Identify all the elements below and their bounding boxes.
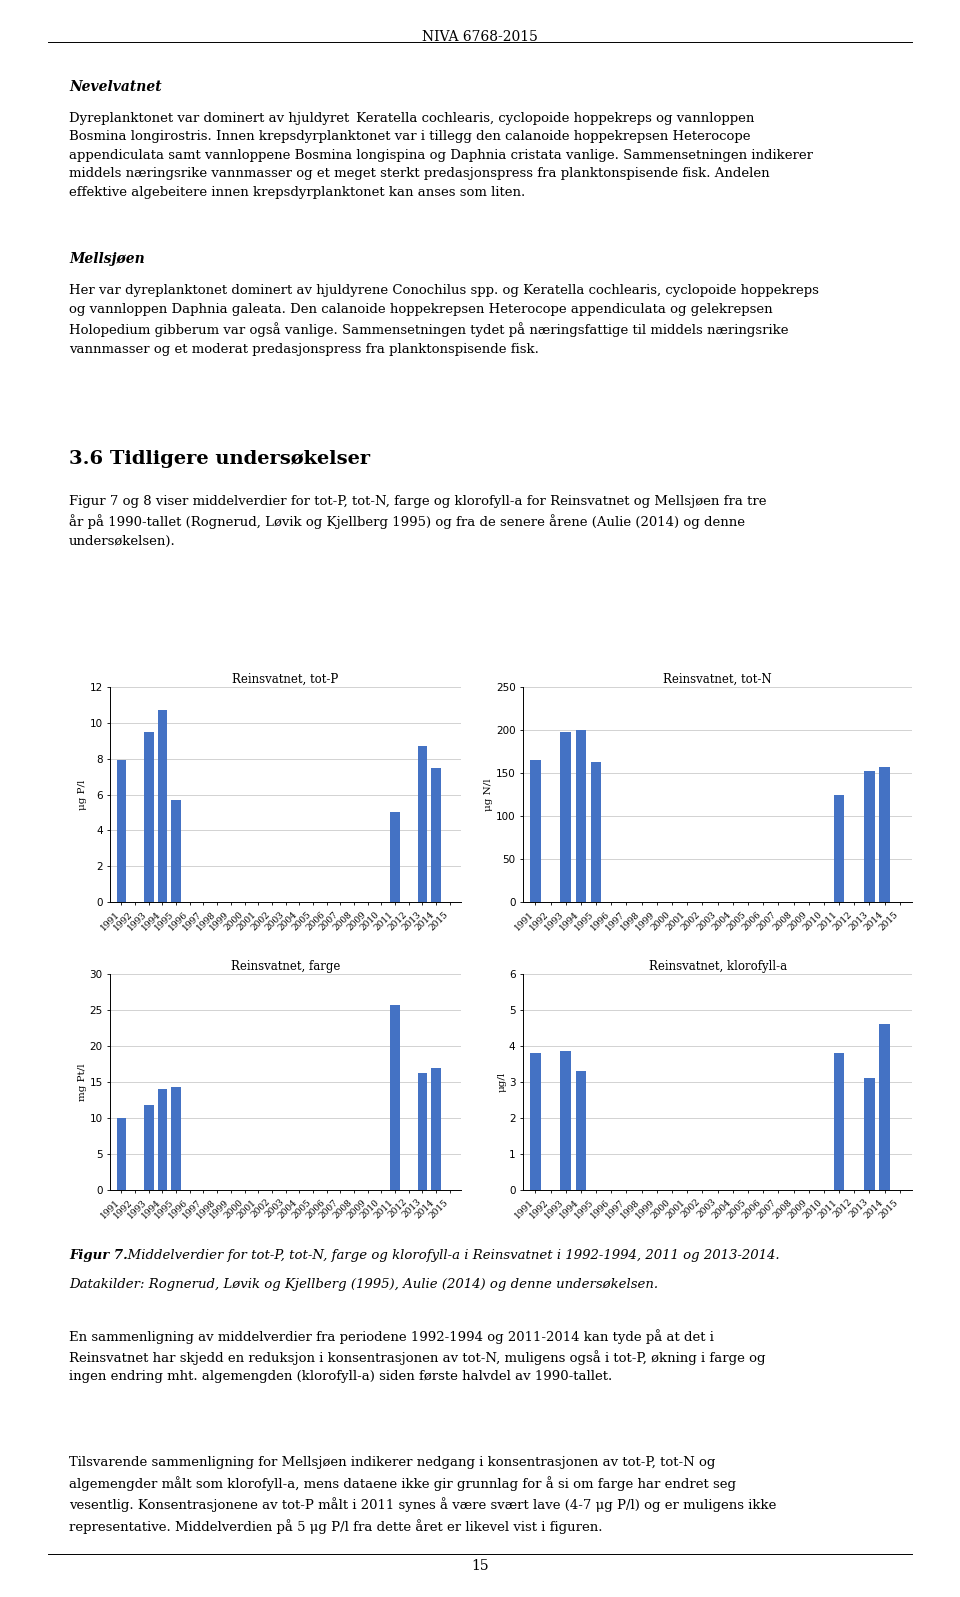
Text: Tilsvarende sammenligning for Mellsjøen indikerer nedgang i konsentrasjonen av t: Tilsvarende sammenligning for Mellsjøen … (69, 1456, 777, 1533)
Text: Datakilder: Rognerud, Løvik og Kjellberg (1995), Aulie (2014) og denne undersøke: Datakilder: Rognerud, Løvik og Kjellberg… (69, 1278, 659, 1290)
Text: Her var dyreplanktonet dominert av hjuldyrene Conochilus spp. og Keratella cochl: Her var dyreplanktonet dominert av hjuld… (69, 284, 819, 356)
Bar (171, 800, 180, 902)
Bar (879, 1025, 890, 1190)
Bar (144, 731, 154, 902)
Text: Mellsjøen: Mellsjøen (69, 252, 145, 267)
Bar (116, 1118, 126, 1190)
Text: Figur 7.: Figur 7. (69, 1249, 128, 1262)
Y-axis label: mg Pt/l: mg Pt/l (78, 1064, 86, 1100)
Bar (561, 1051, 571, 1190)
Bar (590, 762, 601, 902)
Bar (144, 1105, 154, 1190)
Bar (431, 1067, 441, 1190)
Text: NIVA 6768-2015: NIVA 6768-2015 (422, 30, 538, 43)
Bar (391, 813, 400, 902)
Y-axis label: μg/l: μg/l (497, 1072, 506, 1092)
Bar (157, 711, 167, 902)
Bar (171, 1088, 180, 1190)
Text: Dyreplanktonet var dominert av hjuldyret  Keratella cochlearis, cyclopoide hoppe: Dyreplanktonet var dominert av hjuldyret… (69, 112, 813, 198)
Bar (530, 760, 540, 902)
Title: Reinsvatnet, tot-P: Reinsvatnet, tot-P (232, 672, 339, 685)
Text: En sammenligning av middelverdier fra periodene 1992-1994 og 2011-2014 kan tyde : En sammenligning av middelverdier fra pe… (69, 1329, 766, 1383)
Bar (561, 733, 571, 902)
Bar (864, 771, 875, 902)
Bar (576, 1072, 587, 1190)
Bar (530, 1054, 540, 1190)
Text: Middelverdier for tot-P, tot-N, farge og klorofyll-a i Reinsvatnet i 1992-1994, : Middelverdier for tot-P, tot-N, farge og… (125, 1249, 780, 1262)
Y-axis label: μg P/l: μg P/l (78, 779, 86, 810)
Text: Figur 7 og 8 viser middelverdier for tot-P, tot-N, farge og klorofyll-a for Rein: Figur 7 og 8 viser middelverdier for tot… (69, 495, 767, 548)
Bar (864, 1078, 875, 1190)
Bar (834, 1054, 845, 1190)
Text: Nevelvatnet: Nevelvatnet (69, 80, 161, 94)
Bar (879, 767, 890, 902)
Text: 3.6 Tidligere undersøkelser: 3.6 Tidligere undersøkelser (69, 450, 371, 468)
Text: 15: 15 (471, 1559, 489, 1573)
Bar (157, 1089, 167, 1190)
Title: Reinsvatnet, tot-N: Reinsvatnet, tot-N (663, 672, 772, 685)
Bar (116, 760, 126, 902)
Bar (576, 730, 587, 902)
Bar (834, 794, 845, 902)
Bar (391, 1005, 400, 1190)
Y-axis label: μg N/l: μg N/l (484, 778, 493, 811)
Bar (431, 768, 441, 902)
Bar (418, 746, 427, 902)
Title: Reinsvatnet, farge: Reinsvatnet, farge (231, 960, 340, 973)
Title: Reinsvatnet, klorofyll-a: Reinsvatnet, klorofyll-a (649, 960, 786, 973)
Bar (418, 1073, 427, 1190)
